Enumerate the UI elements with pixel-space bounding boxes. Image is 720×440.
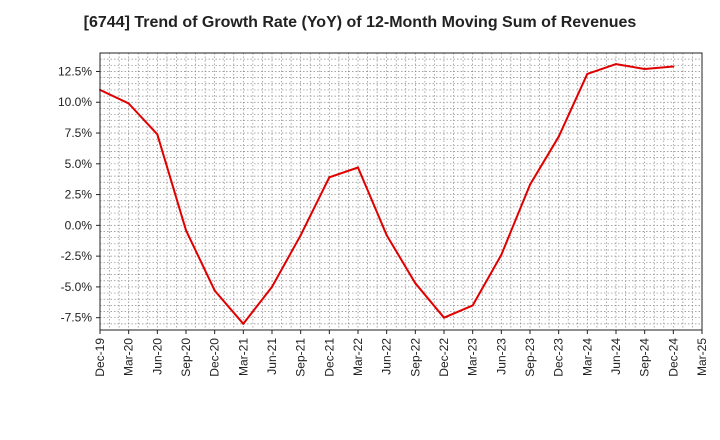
x-tick-label: Mar-23: [466, 338, 480, 376]
x-tick-label: Jun-23: [494, 338, 508, 375]
x-tick-label: Mar-22: [351, 338, 365, 376]
data-point: [500, 253, 503, 256]
x-tick-label: Dec-19: [93, 338, 107, 377]
x-tick-label: Sep-22: [408, 338, 422, 377]
y-tick-label: 12.5%: [58, 64, 92, 78]
x-tick-label: Dec-24: [666, 338, 680, 377]
x-tick-label: Mar-24: [580, 338, 594, 376]
x-tick-label: Sep-23: [523, 338, 537, 377]
data-point: [414, 282, 417, 285]
data-point: [529, 183, 531, 186]
data-point: [672, 65, 675, 68]
data-point: [643, 68, 646, 71]
data-point: [615, 63, 617, 66]
x-tick-label: Jun-24: [609, 338, 623, 375]
data-point: [586, 72, 589, 75]
chart-title: [6744] Trend of Growth Rate (YoY) of 12-…: [83, 14, 637, 31]
y-tick-label: 5.0%: [65, 157, 93, 171]
plot-background: [100, 53, 702, 330]
data-point: [299, 234, 302, 237]
data-point: [271, 285, 273, 288]
x-tick-label: Mar-21: [236, 338, 250, 376]
x-tick-label: Dec-22: [437, 338, 451, 377]
y-tick-label: 2.5%: [65, 188, 93, 202]
data-point: [127, 102, 130, 105]
y-tick-label: -7.5%: [61, 311, 93, 325]
data-point: [185, 229, 187, 232]
data-point: [328, 176, 331, 179]
plot-border: [99, 52, 703, 331]
y-tick-label: -2.5%: [61, 249, 93, 263]
data-point: [471, 304, 474, 307]
x-tick-label: Mar-25: [695, 338, 709, 376]
x-tick-label: Sep-21: [294, 338, 308, 377]
data-point: [557, 135, 560, 138]
x-tick-label: Sep-24: [638, 338, 652, 377]
data-point: [242, 322, 245, 325]
data-point: [357, 166, 359, 169]
data-point: [156, 133, 159, 136]
x-tick-label: Mar-20: [122, 338, 136, 376]
x-tick-label: Sep-20: [179, 338, 193, 377]
x-tick-label: Dec-21: [322, 338, 336, 377]
data-point: [213, 289, 216, 292]
x-tick-label: Dec-23: [552, 338, 566, 377]
y-tick-label: 10.0%: [58, 95, 92, 109]
x-tick-label: Dec-20: [208, 338, 222, 377]
y-tick-label: -5.0%: [61, 280, 93, 294]
data-point: [443, 316, 445, 319]
x-tick-label: Jun-22: [380, 338, 394, 375]
y-tick-label: 7.5%: [65, 126, 93, 140]
x-tick-label: Jun-21: [265, 338, 279, 375]
data-point: [385, 234, 388, 237]
x-tick-label: Jun-20: [150, 338, 164, 375]
y-tick-label: 0.0%: [65, 218, 93, 232]
